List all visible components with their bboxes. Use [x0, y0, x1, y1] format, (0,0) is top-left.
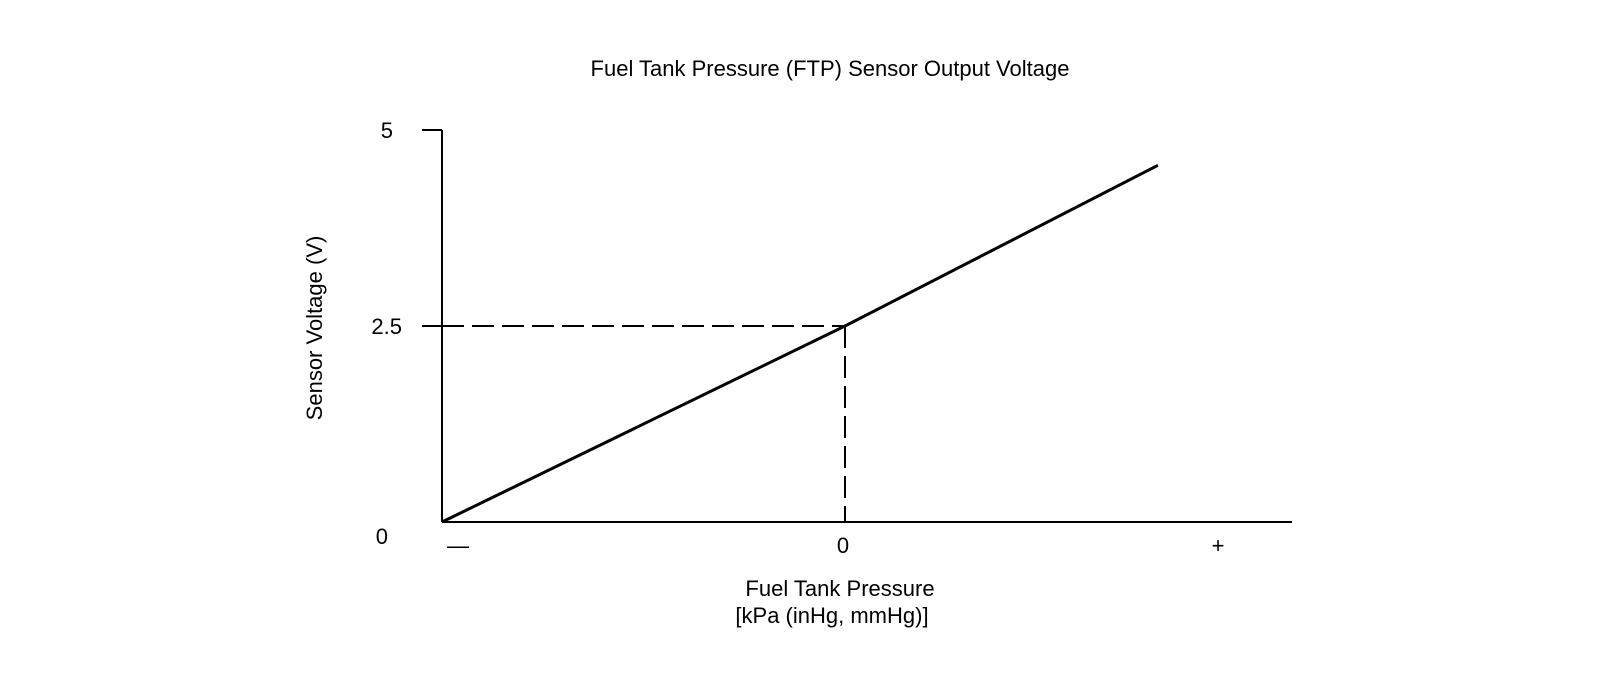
chart-title: Fuel Tank Pressure (FTP) Sensor Output V…: [591, 56, 1070, 81]
x-tick-label: 0: [837, 533, 849, 558]
series-line: [441, 163, 1159, 524]
x-axis-label: Fuel Tank Pressure: [745, 576, 934, 601]
y-tick-label: 0: [376, 524, 388, 549]
y-ticks: 02.55: [371, 118, 442, 549]
reference-guides: [442, 325, 846, 522]
y-tick-label: 2.5: [371, 314, 402, 339]
x-axis-units-label: [kPa (inHg, mmHg)]: [735, 603, 928, 628]
x-ticks: — 0 +: [447, 533, 1224, 558]
x-tick-label: —: [447, 533, 469, 558]
series-group: [441, 163, 1159, 524]
y-tick-label: 5: [381, 118, 393, 143]
x-tick-label: +: [1212, 533, 1225, 558]
y-axis-label: Sensor Voltage (V): [302, 236, 327, 421]
